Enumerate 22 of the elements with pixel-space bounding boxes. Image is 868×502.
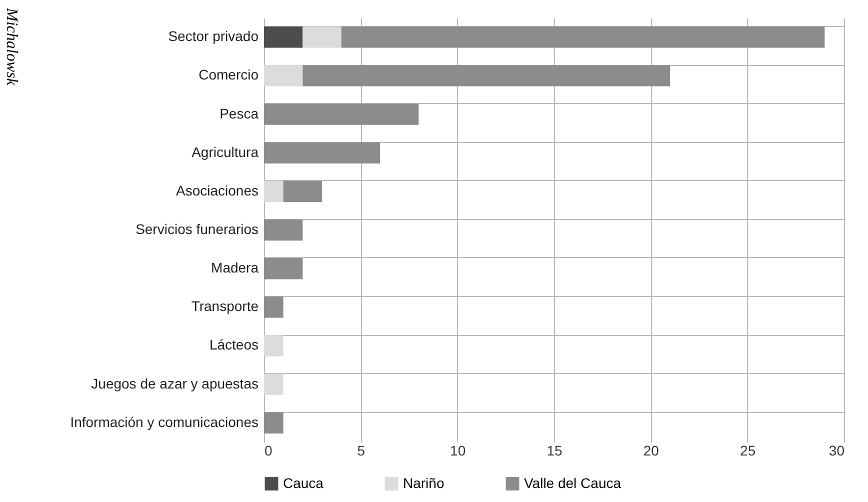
y-tick-label: Transporte	[191, 298, 259, 314]
y-tick-label: Lácteos	[209, 336, 258, 353]
text: Michalowsk	[3, 7, 20, 86]
x-tick-label: 20	[643, 442, 660, 458]
legend-label: Valle del Cauca	[524, 474, 622, 491]
y-tick-label: Pesca	[220, 105, 259, 122]
x-tick-label: 25	[740, 442, 756, 458]
y-tick-label: Juegos de azar y apuestas	[91, 375, 258, 392]
y-tick-label: Asociaciones	[176, 182, 258, 198]
y-tick-label: Madera	[211, 260, 259, 276]
x-tick-label: 5	[357, 442, 366, 458]
y-tick-label: Agricultura	[192, 144, 259, 160]
x-tick-label: 15	[546, 442, 562, 458]
x-tick-label: 30	[828, 442, 845, 458]
y-tick-label: Comercio	[198, 66, 259, 83]
y-tick-label: Servicios funerarios	[136, 221, 258, 237]
x-tick-label: 10	[450, 442, 466, 458]
legend-label: Nariño	[403, 474, 444, 491]
y-tick-label: Información y comunicaciones	[70, 414, 258, 430]
y-tick-label: Sector privado	[168, 28, 259, 44]
legend-label: Cauca	[283, 474, 324, 491]
x-tick-label: 0	[264, 442, 272, 458]
